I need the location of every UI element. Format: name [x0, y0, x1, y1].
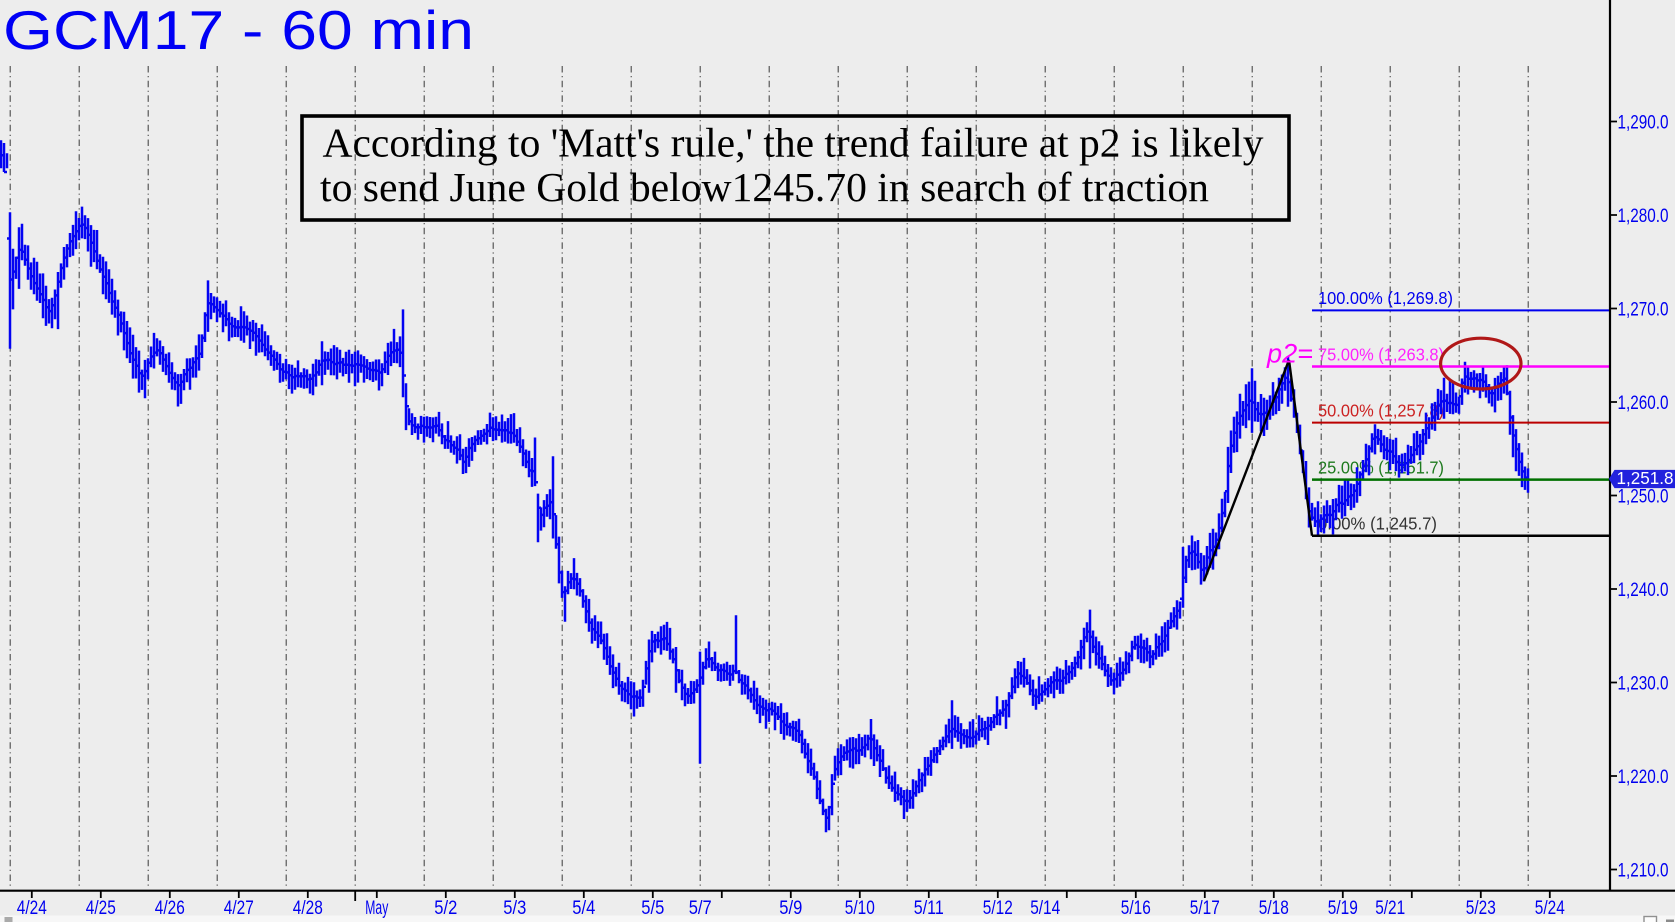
svg-text:4/27: 4/27 [224, 898, 254, 919]
svg-text:5/23: 5/23 [1466, 898, 1496, 919]
svg-text:5/21: 5/21 [1375, 898, 1405, 919]
svg-text:to send June Gold below1245.70: to send June Gold below1245.70 in search… [320, 164, 1209, 210]
svg-text:5/16: 5/16 [1121, 898, 1151, 919]
svg-text:May: May [365, 898, 388, 919]
svg-text:5/12: 5/12 [983, 898, 1013, 919]
svg-text:5/14: 5/14 [1030, 898, 1060, 919]
svg-text:50.00% (1,257.8): 50.00% (1,257.8) [1318, 400, 1444, 420]
svg-text:1,220.0: 1,220.0 [1618, 767, 1669, 788]
svg-text:5/19: 5/19 [1328, 898, 1358, 919]
svg-text:75.00% (1,263.8): 75.00% (1,263.8) [1318, 344, 1444, 364]
svg-text:1,251.8: 1,251.8 [1617, 468, 1674, 488]
svg-text:25.00% (1,251.7): 25.00% (1,251.7) [1318, 457, 1444, 477]
svg-text:5/18: 5/18 [1259, 898, 1289, 919]
svg-text:4/26: 4/26 [155, 898, 185, 919]
svg-text:1,210.0: 1,210.0 [1618, 860, 1669, 881]
svg-text:100.00% (1,269.8): 100.00% (1,269.8) [1318, 288, 1453, 308]
svg-text:5/4: 5/4 [572, 898, 595, 919]
svg-text:4/28: 4/28 [293, 898, 323, 919]
svg-text:1,270.0: 1,270.0 [1618, 299, 1669, 320]
svg-text:0.00% (1,245.7): 0.00% (1,245.7) [1318, 514, 1437, 534]
svg-text:5/7: 5/7 [689, 898, 712, 919]
svg-text:5/17: 5/17 [1190, 898, 1220, 919]
svg-text:1,280.0: 1,280.0 [1618, 206, 1669, 227]
svg-text:5/3: 5/3 [503, 898, 526, 919]
svg-text:5/2: 5/2 [434, 898, 457, 919]
svg-text:4/25: 4/25 [86, 898, 116, 919]
svg-text:p2=: p2= [1266, 339, 1313, 369]
svg-text:1,260.0: 1,260.0 [1618, 393, 1669, 414]
svg-text:5/10: 5/10 [845, 898, 875, 919]
svg-text:5/9: 5/9 [779, 898, 802, 919]
svg-text:4/24: 4/24 [17, 898, 47, 919]
svg-text:5/24: 5/24 [1535, 898, 1565, 919]
svg-text:5/11: 5/11 [914, 898, 944, 919]
svg-text:1,240.0: 1,240.0 [1618, 580, 1669, 601]
svg-text:GCM17 - 60 min: GCM17 - 60 min [3, 0, 474, 61]
svg-text:1,230.0: 1,230.0 [1618, 673, 1669, 694]
svg-text:1,290.0: 1,290.0 [1618, 112, 1669, 133]
svg-text:5/5: 5/5 [641, 898, 664, 919]
svg-text:1,250.0: 1,250.0 [1618, 486, 1669, 507]
svg-text:According to 'Matt's rule,' th: According to 'Matt's rule,' the trend fa… [323, 120, 1264, 166]
